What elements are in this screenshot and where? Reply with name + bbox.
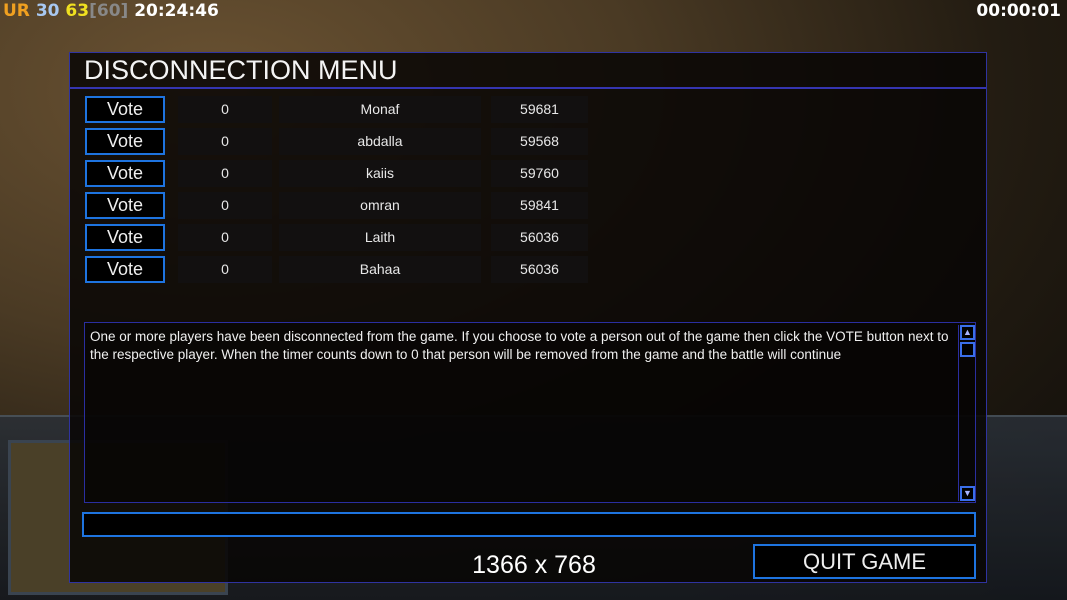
vote-button[interactable]: Vote [85, 192, 165, 219]
title-divider [70, 87, 986, 89]
clock: 20:24:46 [134, 1, 219, 21]
vote-count: 0 [178, 160, 272, 187]
vote-button[interactable]: Vote [85, 224, 165, 251]
vote-button[interactable]: Vote [85, 160, 165, 187]
disconnection-dialog: DISCONNECTION MENU Vote 0 Monaf 59681 Vot… [69, 52, 987, 583]
player-ping: 56036 [491, 256, 588, 283]
player-name: omran [279, 192, 481, 219]
player-row: Vote 0 abdalla 59568 [85, 128, 590, 155]
vote-count: 0 [178, 192, 272, 219]
player-row: Vote 0 omran 59841 [85, 192, 590, 219]
player-ping: 59760 [491, 160, 588, 187]
faction-label: UR [3, 1, 30, 21]
stat-1: 30 [35, 1, 60, 21]
player-name: abdalla [279, 128, 481, 155]
quit-game-button[interactable]: QUIT GAME [753, 544, 976, 579]
vote-button[interactable]: Vote [85, 256, 165, 283]
message-text: One or more players have been disconnect… [90, 329, 949, 362]
scroll-down-icon[interactable]: ▼ [960, 486, 975, 501]
player-row: Vote 0 Monaf 59681 [85, 96, 590, 123]
vote-count: 0 [178, 256, 272, 283]
game-timer: 00:00:01 [976, 1, 1061, 21]
player-ping: 59681 [491, 96, 588, 123]
chat-input[interactable] [82, 512, 976, 537]
player-row: Vote 0 Bahaa 56036 [85, 256, 590, 283]
resolution-label: 1366 x 768 [472, 551, 596, 579]
vote-button[interactable]: Vote [85, 96, 165, 123]
scrollbar[interactable]: ▲ ▼ [958, 325, 976, 501]
dialog-title: DISCONNECTION MENU [84, 55, 398, 85]
player-name: Monaf [279, 96, 481, 123]
hud-stats: UR 30 63[60] 20:24:46 [3, 1, 219, 21]
message-box: One or more players have been disconnect… [84, 322, 976, 503]
vote-button[interactable]: Vote [85, 128, 165, 155]
player-row: Vote 0 Laith 56036 [85, 224, 590, 251]
vote-count: 0 [178, 96, 272, 123]
player-ping: 59568 [491, 128, 588, 155]
stat-3: [60] [89, 1, 129, 21]
vote-count: 0 [178, 128, 272, 155]
scroll-up-icon[interactable]: ▲ [960, 325, 975, 340]
player-ping: 59841 [491, 192, 588, 219]
player-name: Bahaa [279, 256, 481, 283]
player-name: kaiis [279, 160, 481, 187]
player-ping: 56036 [491, 224, 588, 251]
player-name: Laith [279, 224, 481, 251]
stat-2: 63 [65, 1, 90, 21]
vote-count: 0 [178, 224, 272, 251]
scroll-thumb[interactable] [960, 342, 975, 357]
player-row: Vote 0 kaiis 59760 [85, 160, 590, 187]
